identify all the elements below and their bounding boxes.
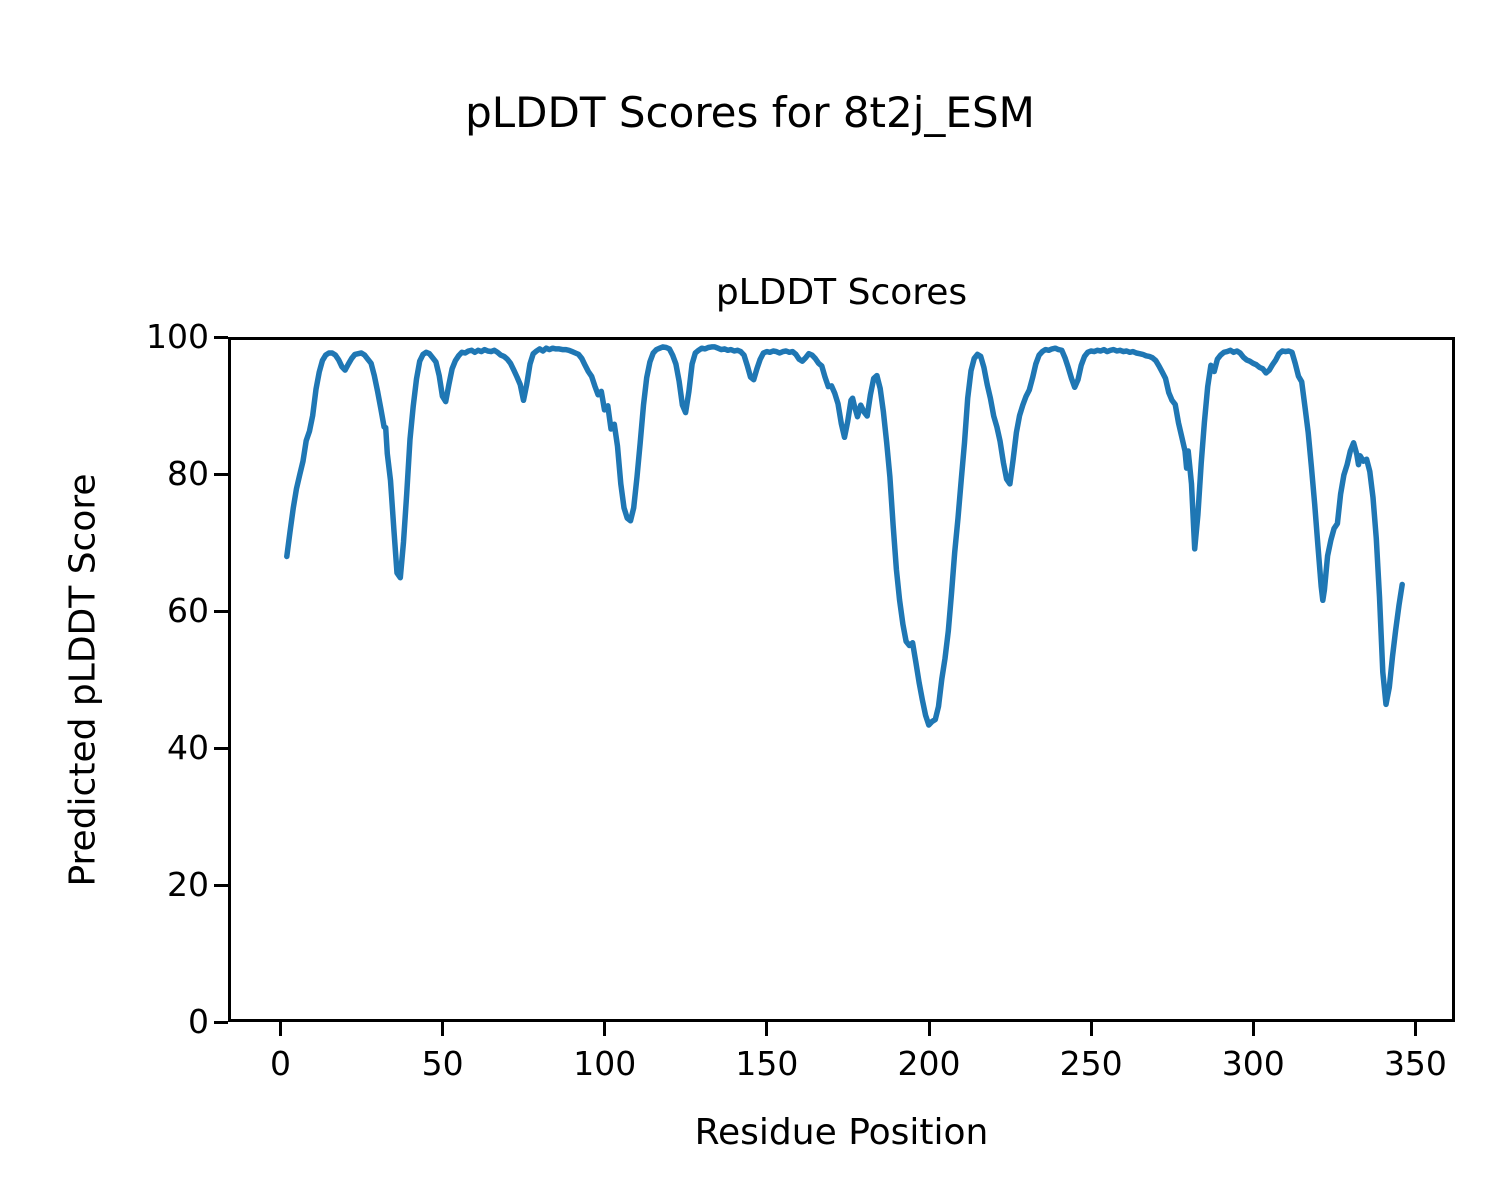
x-tick-label: 0 bbox=[270, 1044, 292, 1083]
y-tick-label: 20 bbox=[167, 865, 209, 904]
axes-title: pLDDT Scores bbox=[715, 272, 968, 313]
y-tick-mark bbox=[214, 1020, 228, 1024]
y-tick-mark bbox=[214, 609, 228, 613]
y-tick-label: 60 bbox=[167, 591, 209, 630]
x-tick-mark bbox=[1413, 1022, 1417, 1036]
y-tick-label: 0 bbox=[188, 1002, 209, 1041]
x-tick-mark bbox=[279, 1022, 283, 1036]
y-tick-mark bbox=[214, 472, 228, 476]
plot-area bbox=[228, 337, 1455, 1022]
x-tick-mark bbox=[441, 1022, 445, 1036]
plddt-line-chart bbox=[284, 344, 1405, 728]
x-tick-mark bbox=[603, 1022, 607, 1036]
x-tick-label: 150 bbox=[735, 1044, 799, 1083]
x-tick-label: 200 bbox=[897, 1044, 961, 1083]
x-tick-label: 350 bbox=[1383, 1044, 1447, 1083]
y-tick-label: 100 bbox=[146, 317, 209, 356]
figure-title: pLDDT Scores for 8t2j_ESM bbox=[465, 88, 1035, 137]
x-tick-mark bbox=[765, 1022, 769, 1036]
y-tick-label: 80 bbox=[167, 454, 209, 493]
y-tick-label: 40 bbox=[167, 728, 209, 767]
y-tick-mark bbox=[214, 746, 228, 750]
x-axis-label: Residue Position bbox=[694, 1112, 989, 1153]
y-axis-label: Predicted pLDDT Score bbox=[62, 473, 104, 887]
x-tick-mark bbox=[1089, 1022, 1093, 1036]
x-tick-label: 250 bbox=[1059, 1044, 1123, 1083]
x-tick-label: 100 bbox=[573, 1044, 637, 1083]
y-tick-mark bbox=[214, 883, 228, 887]
x-tick-label: 50 bbox=[421, 1044, 464, 1083]
x-tick-mark bbox=[1251, 1022, 1255, 1036]
x-tick-label: 300 bbox=[1221, 1044, 1285, 1083]
plddt-series-line bbox=[284, 344, 1405, 728]
y-tick-mark bbox=[214, 335, 228, 339]
x-tick-mark bbox=[927, 1022, 931, 1036]
